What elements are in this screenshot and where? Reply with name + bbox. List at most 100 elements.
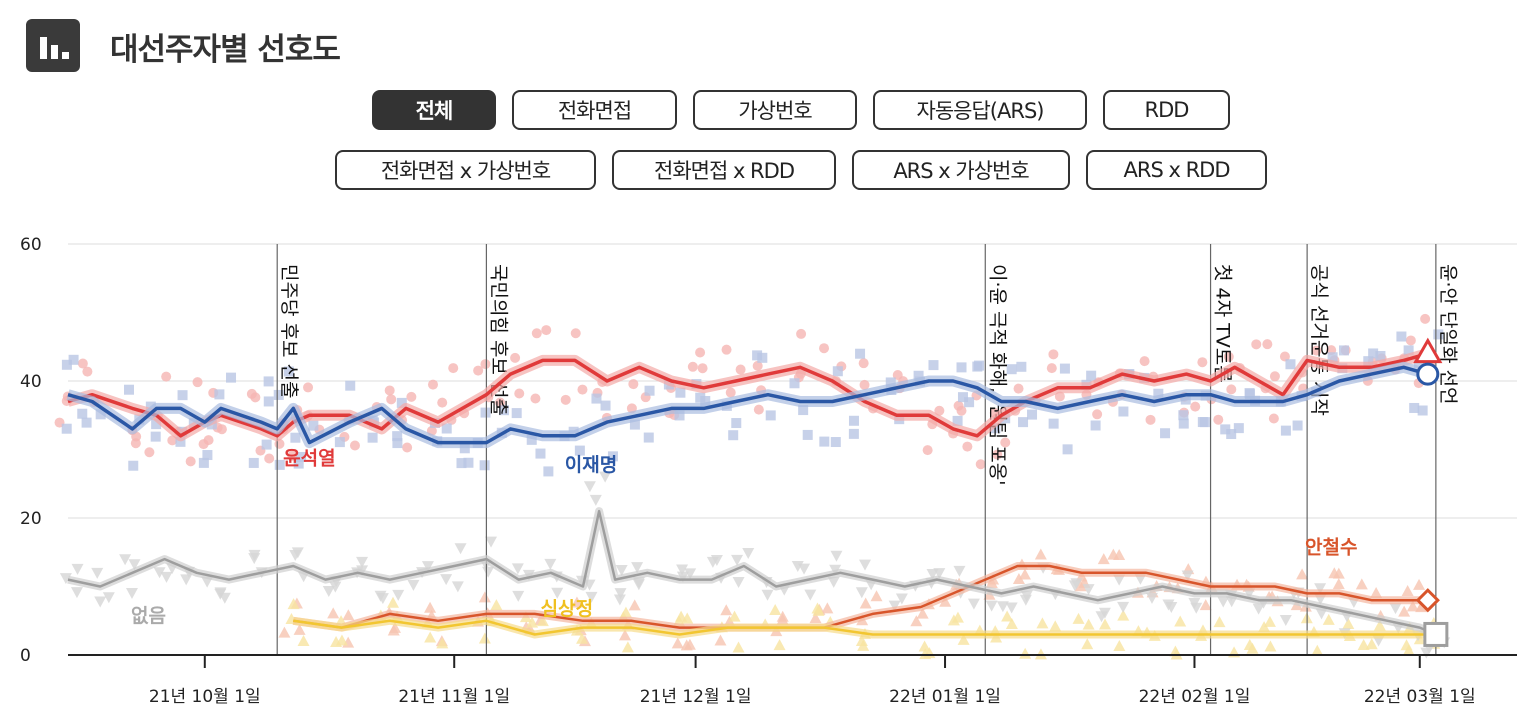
poll-point (765, 410, 776, 421)
poll-point (1117, 601, 1130, 613)
poll-point (570, 328, 581, 339)
poll-point (1145, 414, 1156, 425)
poll-point (459, 443, 470, 454)
poll-point (1375, 350, 1386, 361)
poll-point (848, 415, 859, 426)
poll-point (198, 439, 209, 450)
poll-point (293, 623, 306, 635)
poll-point (1019, 647, 1032, 659)
series-label: 이재명 (565, 454, 617, 476)
poll-point (1417, 405, 1428, 416)
poll-point (975, 459, 986, 470)
poll-point (1296, 568, 1309, 580)
poll-point (1413, 578, 1426, 590)
tab-rdd[interactable]: RDD (1103, 90, 1230, 130)
poll-point (1000, 437, 1011, 448)
poll-point (600, 400, 611, 411)
poll-point (1401, 585, 1414, 597)
poll-point (910, 615, 923, 627)
poll-point (1018, 417, 1029, 428)
poll-point (1322, 613, 1335, 625)
poll-point (974, 360, 985, 371)
poll-point (1036, 617, 1049, 629)
poll-point (1311, 345, 1322, 356)
series-line (67, 351, 1429, 438)
poll-point (985, 576, 998, 588)
tab-virtual-number[interactable]: 가상번호 (693, 90, 857, 130)
poll-point (680, 639, 693, 651)
poll-point (448, 363, 459, 374)
poll-point (1049, 620, 1062, 632)
poll-point (918, 640, 931, 652)
poll-point (526, 434, 537, 445)
poll-point (1188, 597, 1201, 609)
x-tick-label: 22년 02월 1일 (1139, 687, 1251, 707)
poll-point (819, 343, 830, 354)
poll-point (1181, 570, 1194, 582)
poll-point (396, 397, 407, 408)
poll-point (735, 364, 746, 375)
poll-point (384, 385, 395, 396)
end-marker-diamond (1415, 588, 1440, 613)
poll-point (498, 405, 509, 416)
poll-point (700, 395, 711, 406)
poll-point (1370, 587, 1383, 599)
poll-point (732, 641, 745, 653)
poll-point (858, 559, 871, 571)
poll-point (577, 384, 588, 395)
poll-point (952, 415, 963, 426)
series-line (67, 509, 1437, 636)
poll-point (1059, 363, 1070, 374)
poll-point (296, 451, 307, 462)
poll-point (1268, 413, 1279, 424)
poll-point (585, 591, 598, 603)
poll-point (1279, 351, 1290, 362)
tab-ars-x-rdd[interactable]: ARS x RDD (1086, 150, 1267, 190)
poll-point (1243, 588, 1256, 600)
poll-point (643, 432, 654, 443)
poll-point (885, 377, 896, 388)
tab-phone-interview[interactable]: 전화면접 (512, 90, 677, 130)
poll-point (1223, 351, 1234, 362)
poll-point (335, 634, 348, 646)
poll-point (1099, 618, 1112, 630)
poll-point (720, 604, 733, 616)
poll-point (495, 397, 506, 408)
poll-point (510, 352, 521, 363)
poll-point (123, 384, 134, 395)
poll-point (543, 466, 554, 477)
poll-point (574, 445, 585, 456)
poll-point (293, 458, 304, 469)
poll-point (544, 558, 557, 570)
poll-point (967, 598, 980, 610)
poll-point (1012, 572, 1025, 584)
poll-point (198, 457, 209, 468)
poll-point (1027, 409, 1038, 420)
poll-point (1373, 619, 1386, 631)
poll-point (1338, 345, 1349, 356)
poll-point (1403, 345, 1414, 356)
poll-point (964, 397, 975, 408)
poll-point (560, 394, 571, 405)
tab-phone-x-rdd[interactable]: 전화면접 x RDD (612, 150, 836, 190)
poll-point (144, 447, 155, 458)
poll-point (1368, 348, 1379, 359)
poll-point (427, 379, 438, 390)
poll-point (742, 547, 755, 559)
poll-point (180, 574, 193, 586)
poll-point (674, 410, 685, 421)
poll-point (956, 405, 967, 416)
poll-point (761, 589, 774, 601)
poll-point (463, 457, 474, 468)
poll-point (752, 360, 763, 371)
poll-point (77, 408, 88, 419)
poll-point (1220, 424, 1231, 435)
tab-ars[interactable]: 자동응답(ARS) (873, 90, 1087, 130)
tab-ars-x-virtual[interactable]: ARS x 가상번호 (852, 150, 1070, 190)
poll-point (177, 390, 188, 401)
poll-point (71, 563, 84, 575)
tab-phone-x-virtual[interactable]: 전화면접 x 가상번호 (335, 150, 596, 190)
poll-point (274, 459, 285, 470)
poll-point (1016, 361, 1027, 372)
tab-all[interactable]: 전체 (372, 90, 496, 130)
